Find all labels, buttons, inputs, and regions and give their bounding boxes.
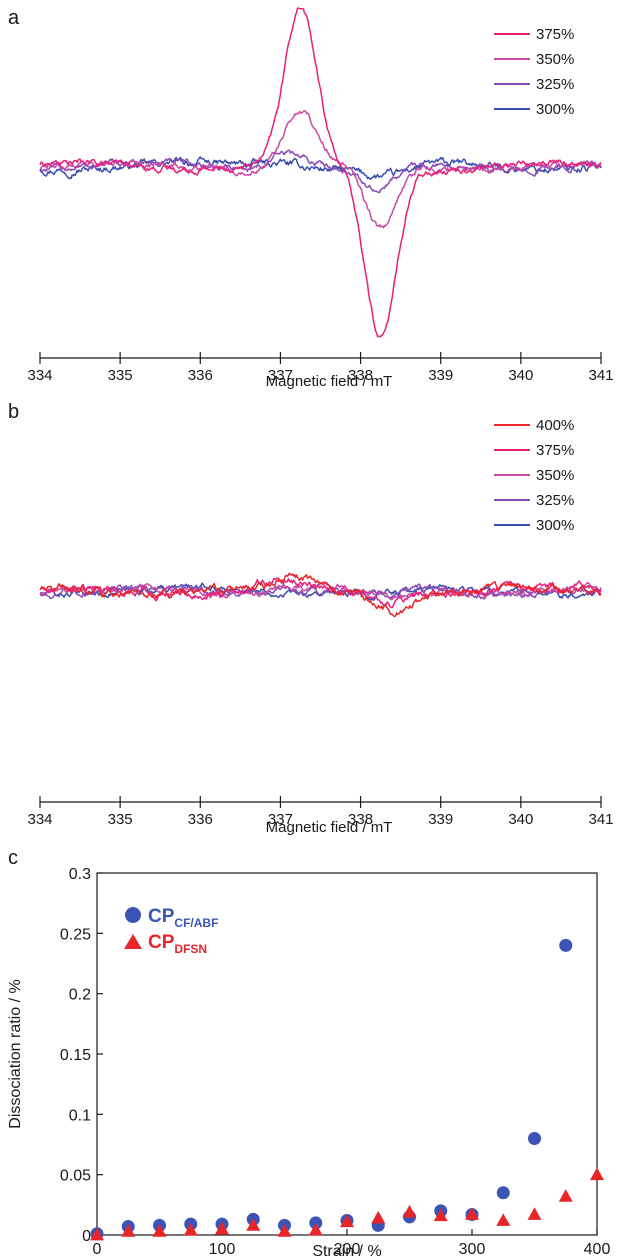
point-cp-dfsn	[433, 1208, 448, 1222]
x-tick-label: 200	[334, 1241, 361, 1258]
y-tick-label: 0.25	[60, 926, 91, 943]
point-cp-cf-abf	[496, 1186, 510, 1200]
panel-c-legend: CPCF/ABF CPDFSN	[124, 906, 218, 956]
legend-label-cp-cf-abf: CPCF/ABF	[148, 906, 218, 930]
x-tick-label: 100	[209, 1241, 236, 1258]
point-cp-dfsn	[340, 1214, 354, 1228]
x-tick-label: 339	[428, 811, 453, 828]
legend-label-375pct: 375%	[536, 442, 574, 459]
point-cp-dfsn	[558, 1189, 573, 1202]
y-tick-label: 0.2	[69, 987, 91, 1004]
point-cp-dfsn	[308, 1222, 323, 1236]
x-tick-label: 338	[348, 367, 373, 384]
x-tick-label: 334	[27, 367, 52, 384]
x-tick-label: 334	[27, 811, 52, 828]
x-tick-label: 341	[588, 811, 613, 828]
x-tick-label: 340	[508, 367, 533, 384]
panel-a: a 334 335 336 337 338 339 340 341 Magnetic fiel…	[8, 7, 614, 390]
trace-375pct	[39, 577, 602, 609]
legend-label-350pct: 350%	[536, 467, 574, 484]
legend-label-375pct: 375%	[536, 26, 574, 43]
x-tick-label: 337	[268, 367, 293, 384]
x-tick-label: 300	[459, 1241, 486, 1258]
point-cp-dfsn	[277, 1224, 292, 1237]
panel-b: b 334 335 336 337 338 339 340 341 Magnetic fiel…	[8, 401, 614, 836]
legend-marker-cp-dfsn	[124, 934, 142, 949]
x-tick-label: 336	[188, 811, 213, 828]
point-cp-dfsn	[527, 1207, 542, 1220]
point-cp-dfsn	[590, 1167, 604, 1181]
x-tick-label: 0	[93, 1241, 102, 1258]
y-tick-label: 0.05	[60, 1168, 91, 1185]
point-cp-dfsn	[402, 1204, 417, 1218]
x-tick-label: 337	[268, 811, 293, 828]
legend-label-325pct: 325%	[536, 76, 574, 93]
panel-b-traces	[39, 572, 602, 618]
panel-b-legend: 400% 375% 350% 325% 300%	[494, 417, 574, 534]
panel-b-x-axis-title: Magnetic field / mT	[266, 819, 393, 836]
panel-a-x-axis: 334 335 336 337 338 339 340 341	[27, 352, 614, 384]
x-tick-label: 335	[108, 811, 133, 828]
x-tick-label: 335	[108, 367, 133, 384]
legend-label-300pct: 300%	[536, 517, 574, 534]
point-cp-cf-abf	[559, 938, 573, 952]
legend-label-cp-dfsn: CPDFSN	[148, 932, 207, 956]
point-cp-dfsn	[371, 1210, 386, 1224]
point-cp-dfsn	[215, 1221, 229, 1235]
point-cp-cf-abf	[528, 1131, 541, 1145]
point-cp-dfsn	[183, 1222, 198, 1236]
trace-400pct	[39, 572, 602, 618]
legend-label-325pct: 325%	[536, 492, 574, 509]
point-cp-dfsn	[90, 1227, 104, 1241]
point-cp-dfsn	[465, 1207, 479, 1220]
panel-label-c: c	[8, 847, 18, 869]
panel-a-traces	[39, 7, 602, 338]
panel-label-b: b	[8, 401, 19, 423]
panel-c-axes: 0 100 200 300 400 0 0.05 0.1 0.15 0.2 0.25 0.3	[60, 866, 611, 1258]
trace-375pct	[39, 7, 602, 338]
legend-label-300pct: 300%	[536, 101, 574, 118]
legend-marker-cp-cf-abf	[125, 907, 141, 923]
point-cp-dfsn	[152, 1224, 167, 1237]
legend-label-400pct: 400%	[536, 417, 574, 434]
point-cp-cf-abf	[309, 1216, 323, 1230]
x-tick-label: 340	[508, 811, 533, 828]
panel-label-a: a	[8, 7, 20, 29]
x-tick-label: 400	[584, 1241, 611, 1258]
panel-c-data-points	[90, 938, 604, 1241]
y-tick-label: 0.15	[60, 1047, 91, 1064]
y-tick-label: 0	[82, 1228, 91, 1245]
panel-a-x-axis-title: Magnetic field / mT	[266, 373, 393, 390]
trace-350pct	[39, 110, 602, 229]
panel-c-x-axis-title: Strain / %	[312, 1243, 381, 1258]
point-cp-dfsn	[496, 1213, 511, 1226]
x-tick-label: 336	[188, 367, 213, 384]
panel-c: c 0 100 200 300 400 0 0.05 0.1 0.15 0.2 0.25 0.3 CP…	[7, 847, 610, 1258]
point-cp-dfsn	[121, 1224, 136, 1237]
x-tick-label: 341	[588, 367, 613, 384]
y-tick-label: 0.1	[69, 1107, 91, 1124]
point-cp-dfsn	[246, 1218, 261, 1231]
x-tick-label: 339	[428, 367, 453, 384]
panel-a-legend: 375% 350% 325% 300%	[494, 26, 574, 118]
y-tick-label: 0.3	[69, 866, 91, 883]
panel-b-x-axis: 334 335 336 337 338 339 340 341	[27, 796, 614, 828]
legend-label-350pct: 350%	[536, 51, 574, 68]
panel-c-y-axis-title: Dissociation ratio / %	[7, 979, 24, 1128]
x-tick-label: 338	[348, 811, 373, 828]
panel-c-plot-frame	[96, 872, 598, 1236]
